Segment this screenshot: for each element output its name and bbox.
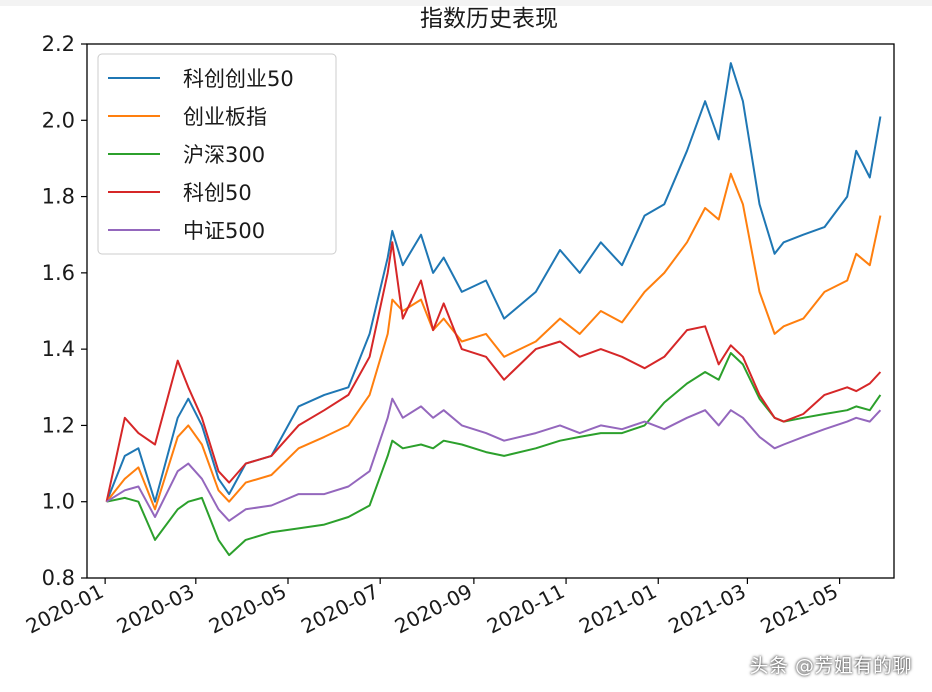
plot-frame [86, 43, 895, 579]
x-tick-label: 2021-05 [757, 579, 842, 638]
x-tick-label: 2020-03 [113, 579, 198, 638]
legend-box [97, 53, 337, 255]
legend-label: 沪深300 [183, 143, 265, 167]
y-tick-label: 2.0 [42, 108, 75, 132]
x-tick-label: 2020-09 [391, 579, 476, 638]
x-tick-label: 2020-11 [483, 579, 568, 638]
y-tick-label: 1.0 [42, 490, 75, 514]
x-axis: 2020-01 2020-03 2020-05 2020-07 2020-09 2020-… [22, 578, 842, 638]
series-line-1 [105, 62, 882, 503]
watermark: 头条 @芳姐有的聊 [749, 655, 912, 677]
x-tick-label: 2020-07 [297, 579, 382, 638]
y-tick-label: 2.2 [42, 32, 75, 56]
series-line-3 [106, 352, 882, 557]
y-tick-label: 1.8 [42, 185, 75, 209]
legend-label: 创业板指 [183, 105, 267, 129]
series-line-2 [105, 172, 882, 511]
series-line-4 [105, 241, 882, 502]
y-tick-label: 1.4 [42, 337, 75, 361]
chart-title: 指数历史表现 [420, 6, 558, 32]
x-tick-label: 2021-03 [664, 579, 749, 638]
y-tick-label: 0.8 [42, 566, 75, 590]
x-tick-label: 2020-05 [205, 579, 290, 638]
legend-label: 科创创业50 [183, 67, 294, 91]
series-line-5 [106, 397, 882, 522]
legend-label: 中证500 [183, 219, 265, 243]
y-tick-label: 1.6 [42, 261, 75, 285]
legend-label: 科创50 [183, 181, 252, 205]
series-lines [105, 62, 882, 557]
x-tick-label: 2021-01 [575, 579, 660, 638]
y-axis: 0.8 1.0 1.2 1.4 1.6 1.8 2.0 2.2 [42, 32, 87, 590]
top-strip [0, 0, 932, 6]
y-tick-label: 1.2 [42, 413, 75, 437]
